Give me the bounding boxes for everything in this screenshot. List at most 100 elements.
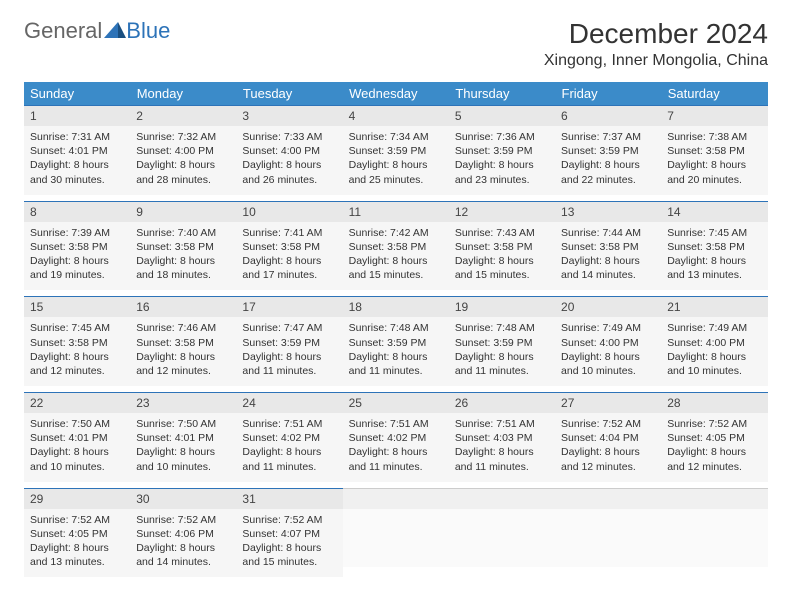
day-cell: 18Sunrise: 7:48 AMSunset: 3:59 PMDayligh… <box>343 293 449 389</box>
day-number: 6 <box>555 105 661 126</box>
sunset-text: Sunset: 4:01 PM <box>30 431 124 445</box>
day-cell: 8Sunrise: 7:39 AMSunset: 3:58 PMDaylight… <box>24 198 130 294</box>
day-cell: 24Sunrise: 7:51 AMSunset: 4:02 PMDayligh… <box>236 389 342 485</box>
day-cell: 22Sunrise: 7:50 AMSunset: 4:01 PMDayligh… <box>24 389 130 485</box>
day-body: Sunrise: 7:36 AMSunset: 3:59 PMDaylight:… <box>449 126 555 195</box>
daylight-line2: and 12 minutes. <box>30 364 124 378</box>
day-body: Sunrise: 7:33 AMSunset: 4:00 PMDaylight:… <box>236 126 342 195</box>
sunset-text: Sunset: 3:59 PM <box>455 336 549 350</box>
day-body: Sunrise: 7:46 AMSunset: 3:58 PMDaylight:… <box>130 317 236 386</box>
daylight-line2: and 15 minutes. <box>242 555 336 569</box>
daylight-line2: and 15 minutes. <box>455 268 549 282</box>
daylight-line1: Daylight: 8 hours <box>136 158 230 172</box>
day-number: 10 <box>236 201 342 222</box>
day-body: Sunrise: 7:47 AMSunset: 3:59 PMDaylight:… <box>236 317 342 386</box>
day-body: Sunrise: 7:45 AMSunset: 3:58 PMDaylight:… <box>661 222 767 291</box>
brand-logo: General Blue <box>24 18 170 44</box>
daylight-line2: and 13 minutes. <box>30 555 124 569</box>
daylight-line2: and 14 minutes. <box>136 555 230 569</box>
brand-part2: Blue <box>126 18 170 44</box>
day-cell: 23Sunrise: 7:50 AMSunset: 4:01 PMDayligh… <box>130 389 236 485</box>
dow-monday: Monday <box>130 82 236 105</box>
daylight-line2: and 11 minutes. <box>242 364 336 378</box>
daylight-line2: and 25 minutes. <box>349 173 443 187</box>
day-cell: 20Sunrise: 7:49 AMSunset: 4:00 PMDayligh… <box>555 293 661 389</box>
sunrise-text: Sunrise: 7:37 AM <box>561 130 655 144</box>
sunrise-text: Sunrise: 7:46 AM <box>136 321 230 335</box>
daylight-line2: and 10 minutes. <box>136 460 230 474</box>
day-number: 17 <box>236 296 342 317</box>
daylight-line1: Daylight: 8 hours <box>136 445 230 459</box>
week-row: 8Sunrise: 7:39 AMSunset: 3:58 PMDaylight… <box>24 198 768 294</box>
day-cell: 4Sunrise: 7:34 AMSunset: 3:59 PMDaylight… <box>343 105 449 198</box>
sunrise-text: Sunrise: 7:52 AM <box>242 513 336 527</box>
sunrise-text: Sunrise: 7:51 AM <box>349 417 443 431</box>
day-number: 12 <box>449 201 555 222</box>
daylight-line2: and 18 minutes. <box>136 268 230 282</box>
day-body: Sunrise: 7:52 AMSunset: 4:04 PMDaylight:… <box>555 413 661 482</box>
daylight-line1: Daylight: 8 hours <box>455 445 549 459</box>
daylight-line2: and 10 minutes. <box>561 364 655 378</box>
sunrise-text: Sunrise: 7:48 AM <box>455 321 549 335</box>
sunset-text: Sunset: 4:04 PM <box>561 431 655 445</box>
day-number: 4 <box>343 105 449 126</box>
day-cell: 30Sunrise: 7:52 AMSunset: 4:06 PMDayligh… <box>130 485 236 581</box>
day-number: 14 <box>661 201 767 222</box>
daylight-line2: and 10 minutes. <box>30 460 124 474</box>
daylight-line1: Daylight: 8 hours <box>30 350 124 364</box>
day-cell: 21Sunrise: 7:49 AMSunset: 4:00 PMDayligh… <box>661 293 767 389</box>
daylight-line1: Daylight: 8 hours <box>349 445 443 459</box>
day-number <box>449 488 555 509</box>
day-body: Sunrise: 7:41 AMSunset: 3:58 PMDaylight:… <box>236 222 342 291</box>
day-cell: 16Sunrise: 7:46 AMSunset: 3:58 PMDayligh… <box>130 293 236 389</box>
daylight-line2: and 13 minutes. <box>667 268 761 282</box>
day-cell: 1Sunrise: 7:31 AMSunset: 4:01 PMDaylight… <box>24 105 130 198</box>
sunset-text: Sunset: 3:59 PM <box>561 144 655 158</box>
day-cell: 5Sunrise: 7:36 AMSunset: 3:59 PMDaylight… <box>449 105 555 198</box>
sunrise-text: Sunrise: 7:43 AM <box>455 226 549 240</box>
sunrise-text: Sunrise: 7:42 AM <box>349 226 443 240</box>
sunrise-text: Sunrise: 7:45 AM <box>30 321 124 335</box>
daylight-line1: Daylight: 8 hours <box>561 158 655 172</box>
sunrise-text: Sunrise: 7:52 AM <box>30 513 124 527</box>
daylight-line1: Daylight: 8 hours <box>30 541 124 555</box>
day-number <box>343 488 449 509</box>
day-number: 26 <box>449 392 555 413</box>
day-cell: 31Sunrise: 7:52 AMSunset: 4:07 PMDayligh… <box>236 485 342 581</box>
day-number: 16 <box>130 296 236 317</box>
daylight-line1: Daylight: 8 hours <box>136 541 230 555</box>
sunset-text: Sunset: 4:05 PM <box>667 431 761 445</box>
day-number: 24 <box>236 392 342 413</box>
daylight-line1: Daylight: 8 hours <box>349 350 443 364</box>
sunrise-text: Sunrise: 7:51 AM <box>455 417 549 431</box>
dow-tuesday: Tuesday <box>236 82 342 105</box>
day-number: 13 <box>555 201 661 222</box>
day-cell: 9Sunrise: 7:40 AMSunset: 3:58 PMDaylight… <box>130 198 236 294</box>
day-cell: 19Sunrise: 7:48 AMSunset: 3:59 PMDayligh… <box>449 293 555 389</box>
day-number: 27 <box>555 392 661 413</box>
sunrise-text: Sunrise: 7:47 AM <box>242 321 336 335</box>
day-body: Sunrise: 7:51 AMSunset: 4:02 PMDaylight:… <box>236 413 342 482</box>
sunset-text: Sunset: 3:59 PM <box>349 144 443 158</box>
day-number: 11 <box>343 201 449 222</box>
daylight-line1: Daylight: 8 hours <box>561 254 655 268</box>
day-number: 15 <box>24 296 130 317</box>
day-cell <box>449 485 555 581</box>
sunrise-text: Sunrise: 7:41 AM <box>242 226 336 240</box>
day-body: Sunrise: 7:52 AMSunset: 4:07 PMDaylight:… <box>236 509 342 578</box>
sunrise-text: Sunrise: 7:49 AM <box>667 321 761 335</box>
calendar-body: 1Sunrise: 7:31 AMSunset: 4:01 PMDaylight… <box>24 105 768 580</box>
day-number: 22 <box>24 392 130 413</box>
day-body: Sunrise: 7:37 AMSunset: 3:59 PMDaylight:… <box>555 126 661 195</box>
sunset-text: Sunset: 4:01 PM <box>136 431 230 445</box>
sunset-text: Sunset: 3:58 PM <box>30 336 124 350</box>
sunset-text: Sunset: 3:58 PM <box>136 336 230 350</box>
sunset-text: Sunset: 4:02 PM <box>349 431 443 445</box>
day-number: 23 <box>130 392 236 413</box>
sunrise-text: Sunrise: 7:45 AM <box>667 226 761 240</box>
day-body: Sunrise: 7:32 AMSunset: 4:00 PMDaylight:… <box>130 126 236 195</box>
dow-sunday: Sunday <box>24 82 130 105</box>
daylight-line2: and 11 minutes. <box>455 364 549 378</box>
day-number <box>555 488 661 509</box>
daylight-line1: Daylight: 8 hours <box>561 350 655 364</box>
